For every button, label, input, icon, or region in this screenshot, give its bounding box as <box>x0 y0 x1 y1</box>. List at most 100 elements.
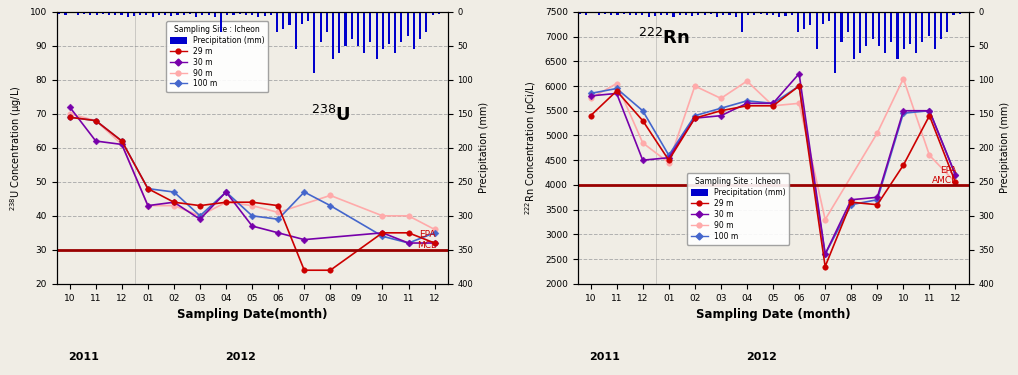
Bar <box>915 12 917 53</box>
Bar <box>170 12 172 16</box>
Bar <box>604 12 606 14</box>
Bar <box>598 12 600 15</box>
Bar <box>64 12 66 15</box>
Bar <box>388 12 390 45</box>
Bar <box>332 12 334 59</box>
Bar <box>307 12 309 21</box>
Bar <box>139 12 142 15</box>
Bar <box>965 12 967 13</box>
Bar <box>716 12 718 16</box>
Bar <box>803 12 805 29</box>
Bar <box>859 12 861 53</box>
Bar <box>815 12 817 49</box>
Bar <box>444 12 446 13</box>
Bar <box>878 12 880 46</box>
Bar <box>641 12 643 15</box>
Bar <box>214 12 216 17</box>
Bar <box>940 12 942 39</box>
Bar <box>363 12 365 53</box>
Bar <box>772 12 774 15</box>
Bar <box>909 12 911 45</box>
Bar <box>96 12 98 15</box>
Bar <box>102 12 104 14</box>
Text: $^{238}$U: $^{238}$U <box>310 105 350 125</box>
Bar <box>432 12 434 15</box>
Bar <box>152 12 154 16</box>
Y-axis label: $^{222}$Rn Concentration (pCi/L): $^{222}$Rn Concentration (pCi/L) <box>523 81 540 215</box>
Bar <box>946 12 949 32</box>
Bar <box>70 12 72 13</box>
Bar <box>847 12 849 32</box>
Legend: Precipitation (mm), 29 m, 30 m, 90 m, 100 m: Precipitation (mm), 29 m, 30 m, 90 m, 10… <box>166 21 268 92</box>
Bar <box>77 12 79 15</box>
Bar <box>245 12 247 15</box>
Bar <box>927 12 929 36</box>
Y-axis label: Precipitation (mm): Precipitation (mm) <box>1000 102 1010 194</box>
Bar <box>710 12 712 14</box>
Bar <box>258 12 260 17</box>
Bar <box>828 12 830 21</box>
Bar <box>579 12 581 14</box>
Bar <box>791 12 793 15</box>
Bar <box>90 12 92 15</box>
Bar <box>146 12 148 15</box>
Bar <box>666 12 668 15</box>
Bar <box>741 12 743 32</box>
Bar <box>871 12 873 39</box>
Bar <box>158 12 160 15</box>
Bar <box>58 12 60 14</box>
Bar <box>753 12 755 15</box>
Bar <box>370 12 372 42</box>
Bar <box>647 12 649 17</box>
Bar <box>629 12 631 15</box>
Text: $^{222}$Rn: $^{222}$Rn <box>637 28 689 48</box>
Bar <box>133 12 135 16</box>
Bar <box>394 12 396 53</box>
Bar <box>934 12 936 49</box>
Bar <box>406 12 408 36</box>
Bar <box>176 12 178 15</box>
Bar <box>822 12 824 24</box>
Bar <box>903 12 905 49</box>
Bar <box>438 12 440 14</box>
Bar <box>282 12 284 29</box>
X-axis label: Sampling Date (month): Sampling Date (month) <box>695 308 850 321</box>
Bar <box>685 12 687 15</box>
Bar <box>735 12 737 17</box>
Bar <box>301 12 303 24</box>
Bar <box>766 12 768 15</box>
Bar <box>108 12 110 15</box>
Bar <box>350 12 352 39</box>
Bar <box>326 12 328 32</box>
Bar <box>232 12 234 15</box>
Bar <box>338 12 340 53</box>
Bar <box>834 12 837 73</box>
Bar <box>703 12 705 15</box>
Text: EPA
MCL: EPA MCL <box>417 230 436 250</box>
Bar <box>841 12 843 42</box>
Bar <box>959 12 961 14</box>
Bar <box>276 12 278 32</box>
Text: 2012: 2012 <box>746 352 777 362</box>
Legend: Precipitation (mm), 29 m, 30 m, 90 m, 100 m: Precipitation (mm), 29 m, 30 m, 90 m, 10… <box>687 173 789 244</box>
Bar <box>202 12 204 15</box>
Bar <box>294 12 296 49</box>
Bar <box>413 12 415 49</box>
Bar <box>382 12 384 49</box>
Bar <box>344 12 346 46</box>
Text: 2012: 2012 <box>225 352 256 362</box>
Bar <box>114 12 116 15</box>
X-axis label: Sampling Date(month): Sampling Date(month) <box>177 308 328 321</box>
Bar <box>654 12 656 16</box>
Bar <box>953 12 955 15</box>
Bar <box>270 12 272 15</box>
Bar <box>623 12 625 14</box>
Bar <box>759 12 761 14</box>
Text: EPA
AMCL: EPA AMCL <box>931 165 957 185</box>
Bar <box>897 12 899 59</box>
Bar <box>195 12 197 16</box>
Bar <box>314 12 316 73</box>
Bar <box>585 12 587 15</box>
Bar <box>673 12 675 16</box>
Bar <box>419 12 421 39</box>
